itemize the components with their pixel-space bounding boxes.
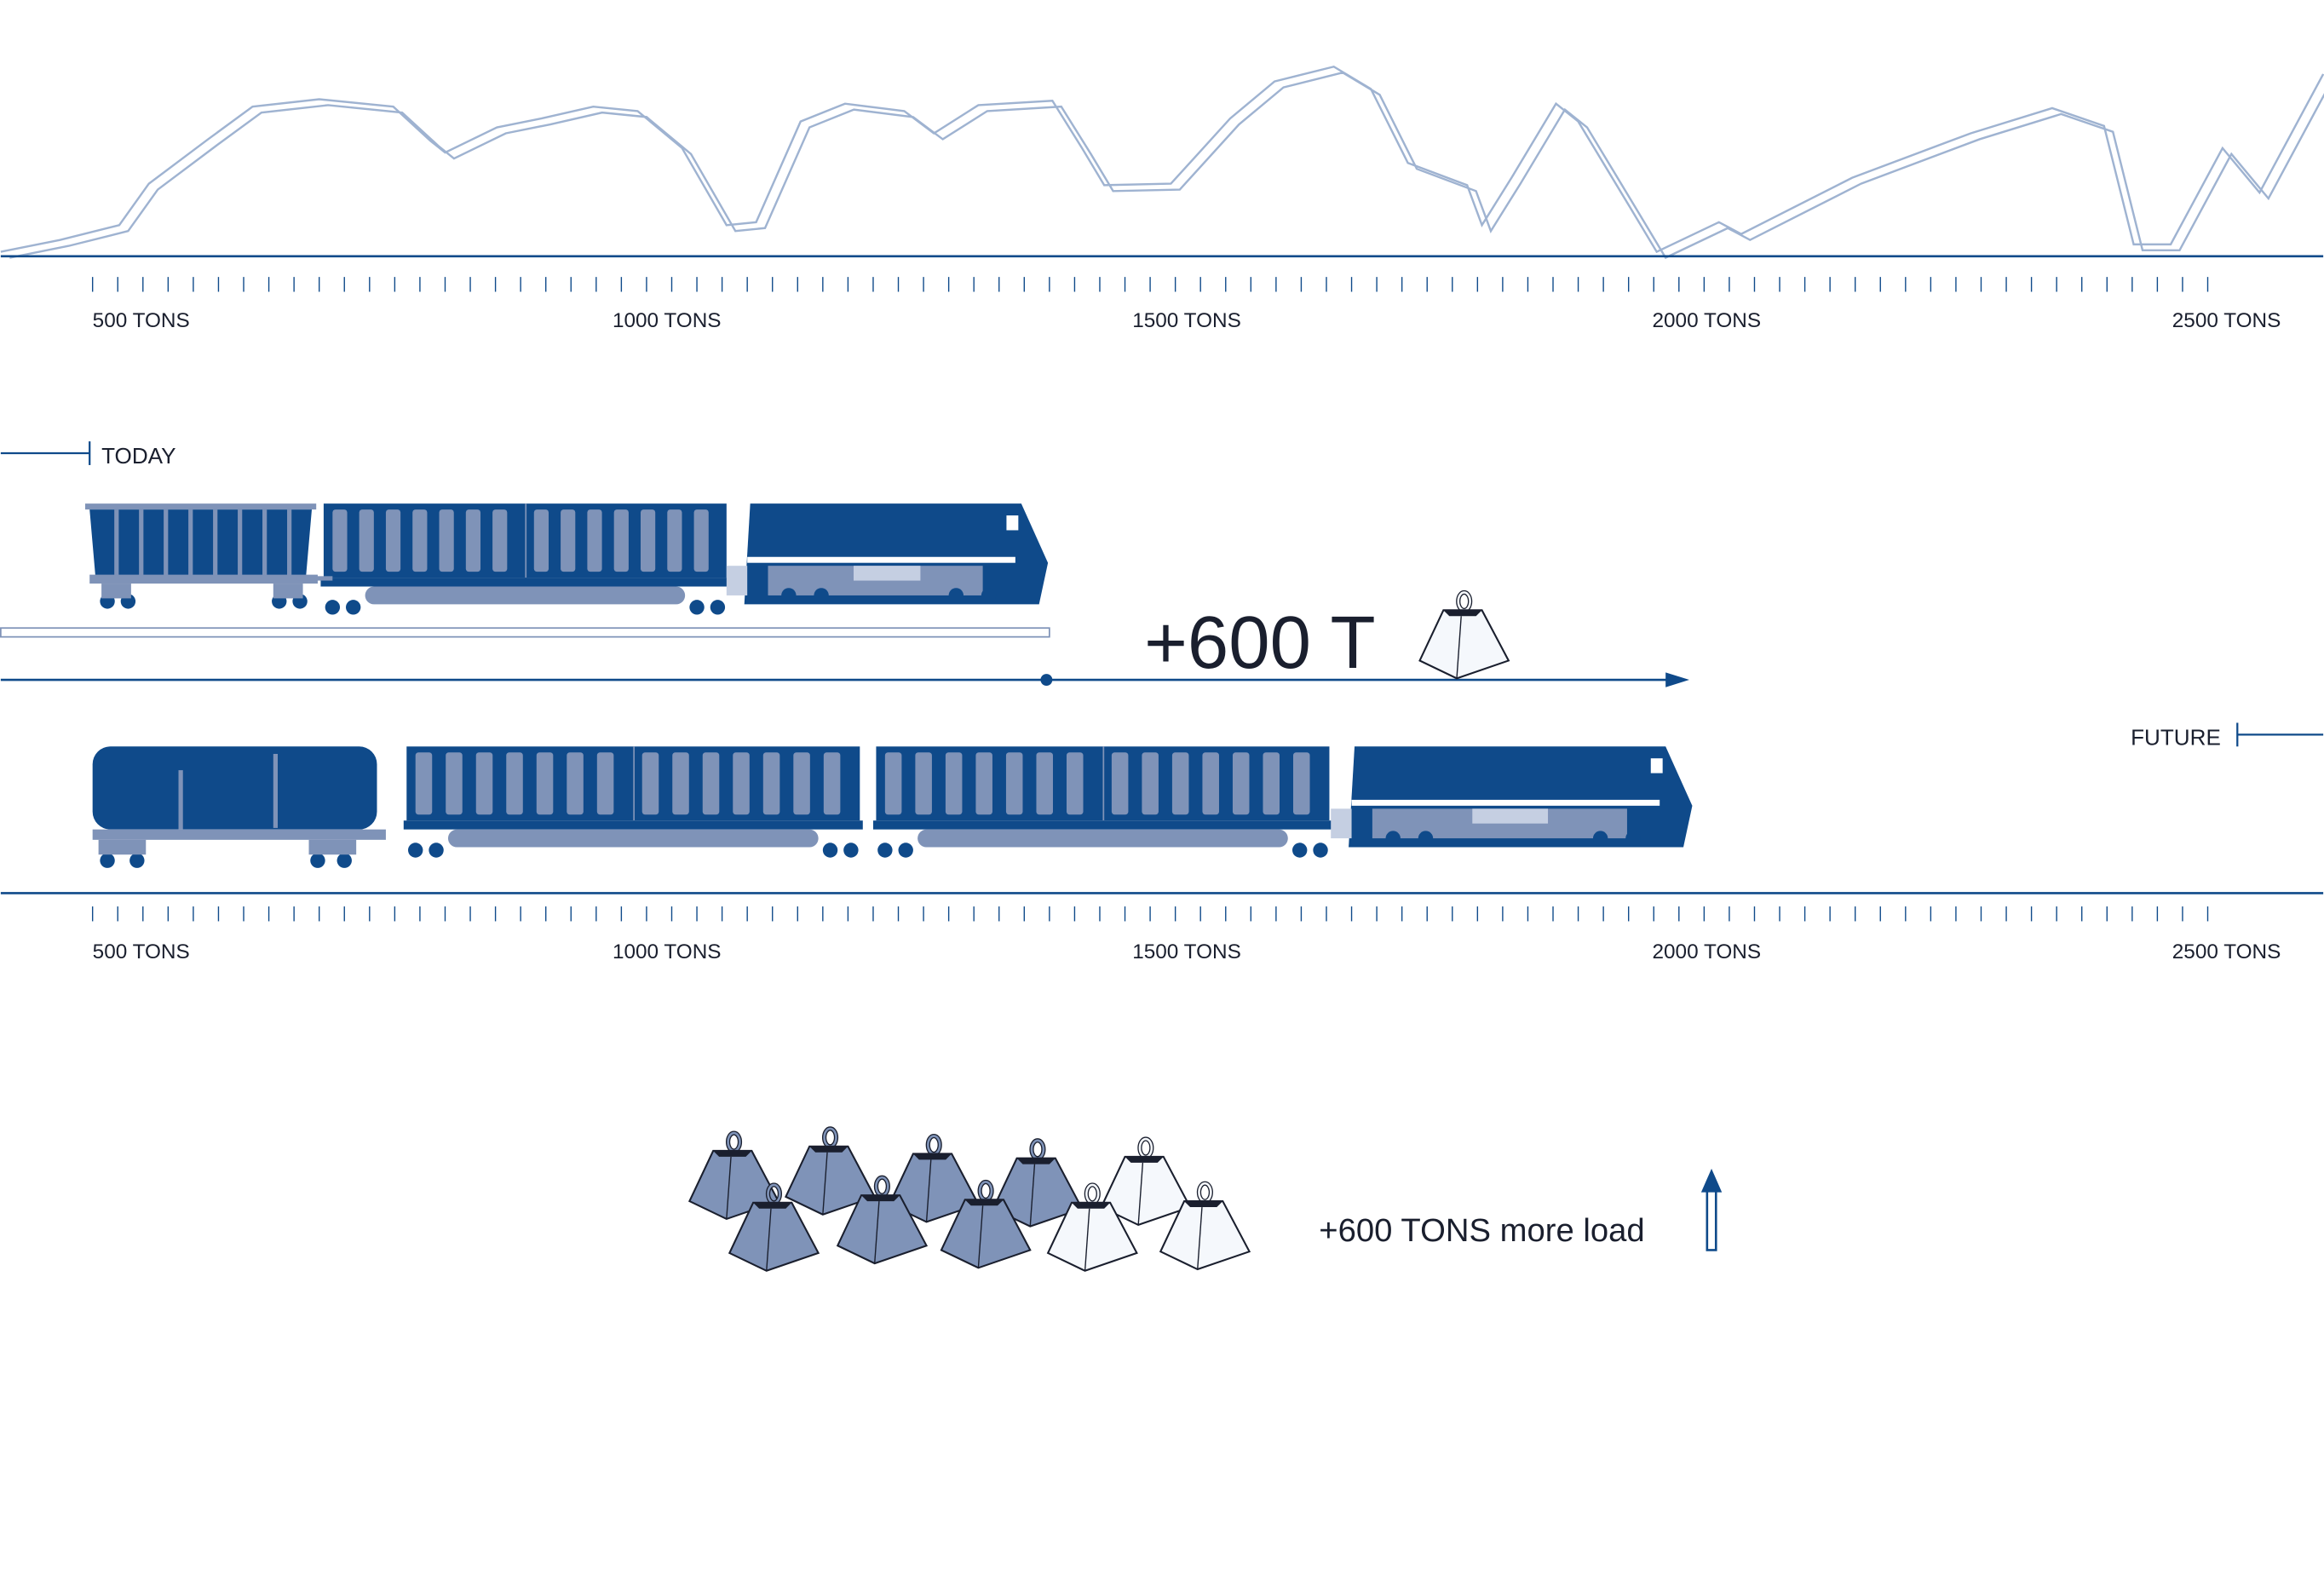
weight-icon — [728, 1182, 820, 1272]
tick-label: 2000 TONS — [1653, 309, 1762, 332]
train-future — [92, 746, 1693, 868]
today-marker: TODAY — [0, 441, 176, 469]
wheel — [898, 843, 913, 858]
wheel — [981, 588, 997, 603]
wheel — [1313, 843, 1328, 858]
tank-body — [92, 746, 377, 830]
tick-label: 2000 TONS — [1653, 940, 1762, 963]
weights-group — [687, 1126, 1251, 1272]
wheel — [408, 843, 423, 858]
tick-label: 2500 TONS — [2172, 940, 2281, 963]
wheel — [429, 843, 444, 858]
wheel — [345, 600, 361, 615]
wheel — [1625, 831, 1641, 846]
tick-label: 500 TONS — [93, 309, 190, 332]
coupler — [296, 576, 333, 581]
wheel — [822, 843, 838, 858]
wheel — [814, 588, 829, 603]
train-today — [84, 503, 1049, 615]
wheel — [877, 843, 893, 858]
wheel — [781, 588, 797, 603]
tonnage-scale-top: 500 TONS 1000 TONS 1500 TONS 2000 TONS 2500 … — [91, 277, 2281, 332]
wheel — [310, 853, 325, 868]
wheel — [1592, 831, 1608, 846]
weight-icon — [784, 1126, 877, 1216]
increase-label: +600 T — [1144, 601, 1375, 684]
tick-label: 1000 TONS — [613, 940, 722, 963]
weight-icon — [836, 1175, 929, 1265]
cab-window — [1650, 758, 1663, 773]
wheel — [1385, 831, 1401, 846]
today-label: TODAY — [101, 443, 175, 469]
wheel — [337, 853, 352, 868]
elevation-profile — [0, 65, 2324, 260]
wheel — [948, 588, 964, 603]
future-marker: FUTURE — [2131, 722, 2324, 750]
tick-label: 500 TONS — [93, 940, 190, 963]
weight-icon — [1418, 589, 1510, 680]
wheel — [100, 853, 115, 868]
weight-icon — [1046, 1182, 1138, 1272]
wheel — [1418, 831, 1434, 846]
wheel — [689, 600, 705, 615]
wheel — [710, 600, 726, 615]
future-label: FUTURE — [2131, 725, 2221, 750]
tick-label: 2500 TONS — [2172, 309, 2281, 332]
weight-icon — [1418, 589, 1510, 680]
cab-window — [1006, 515, 1019, 531]
tick-label: 1500 TONS — [1132, 940, 1241, 963]
today-length-bar — [0, 627, 1050, 638]
weight-icon — [1100, 1136, 1192, 1227]
tick-label: 1000 TONS — [613, 309, 722, 332]
extension-arrow — [0, 672, 1689, 687]
wheel — [129, 853, 145, 868]
arrow-up-icon — [1700, 1168, 1723, 1251]
weight-icon — [992, 1138, 1084, 1228]
tick-label: 1500 TONS — [1132, 309, 1241, 332]
weight-icon — [940, 1179, 1032, 1269]
wheel — [325, 600, 341, 615]
wheel — [1292, 843, 1308, 858]
legend-text: +600 TONS more load — [1319, 1212, 1644, 1249]
weight-icon — [888, 1133, 980, 1223]
tonnage-scale-bottom: 500 TONS 1000 TONS 1500 TONS 2000 TONS 2500 … — [91, 906, 2281, 963]
weight-icon — [1159, 1181, 1251, 1271]
wheel — [843, 843, 859, 858]
